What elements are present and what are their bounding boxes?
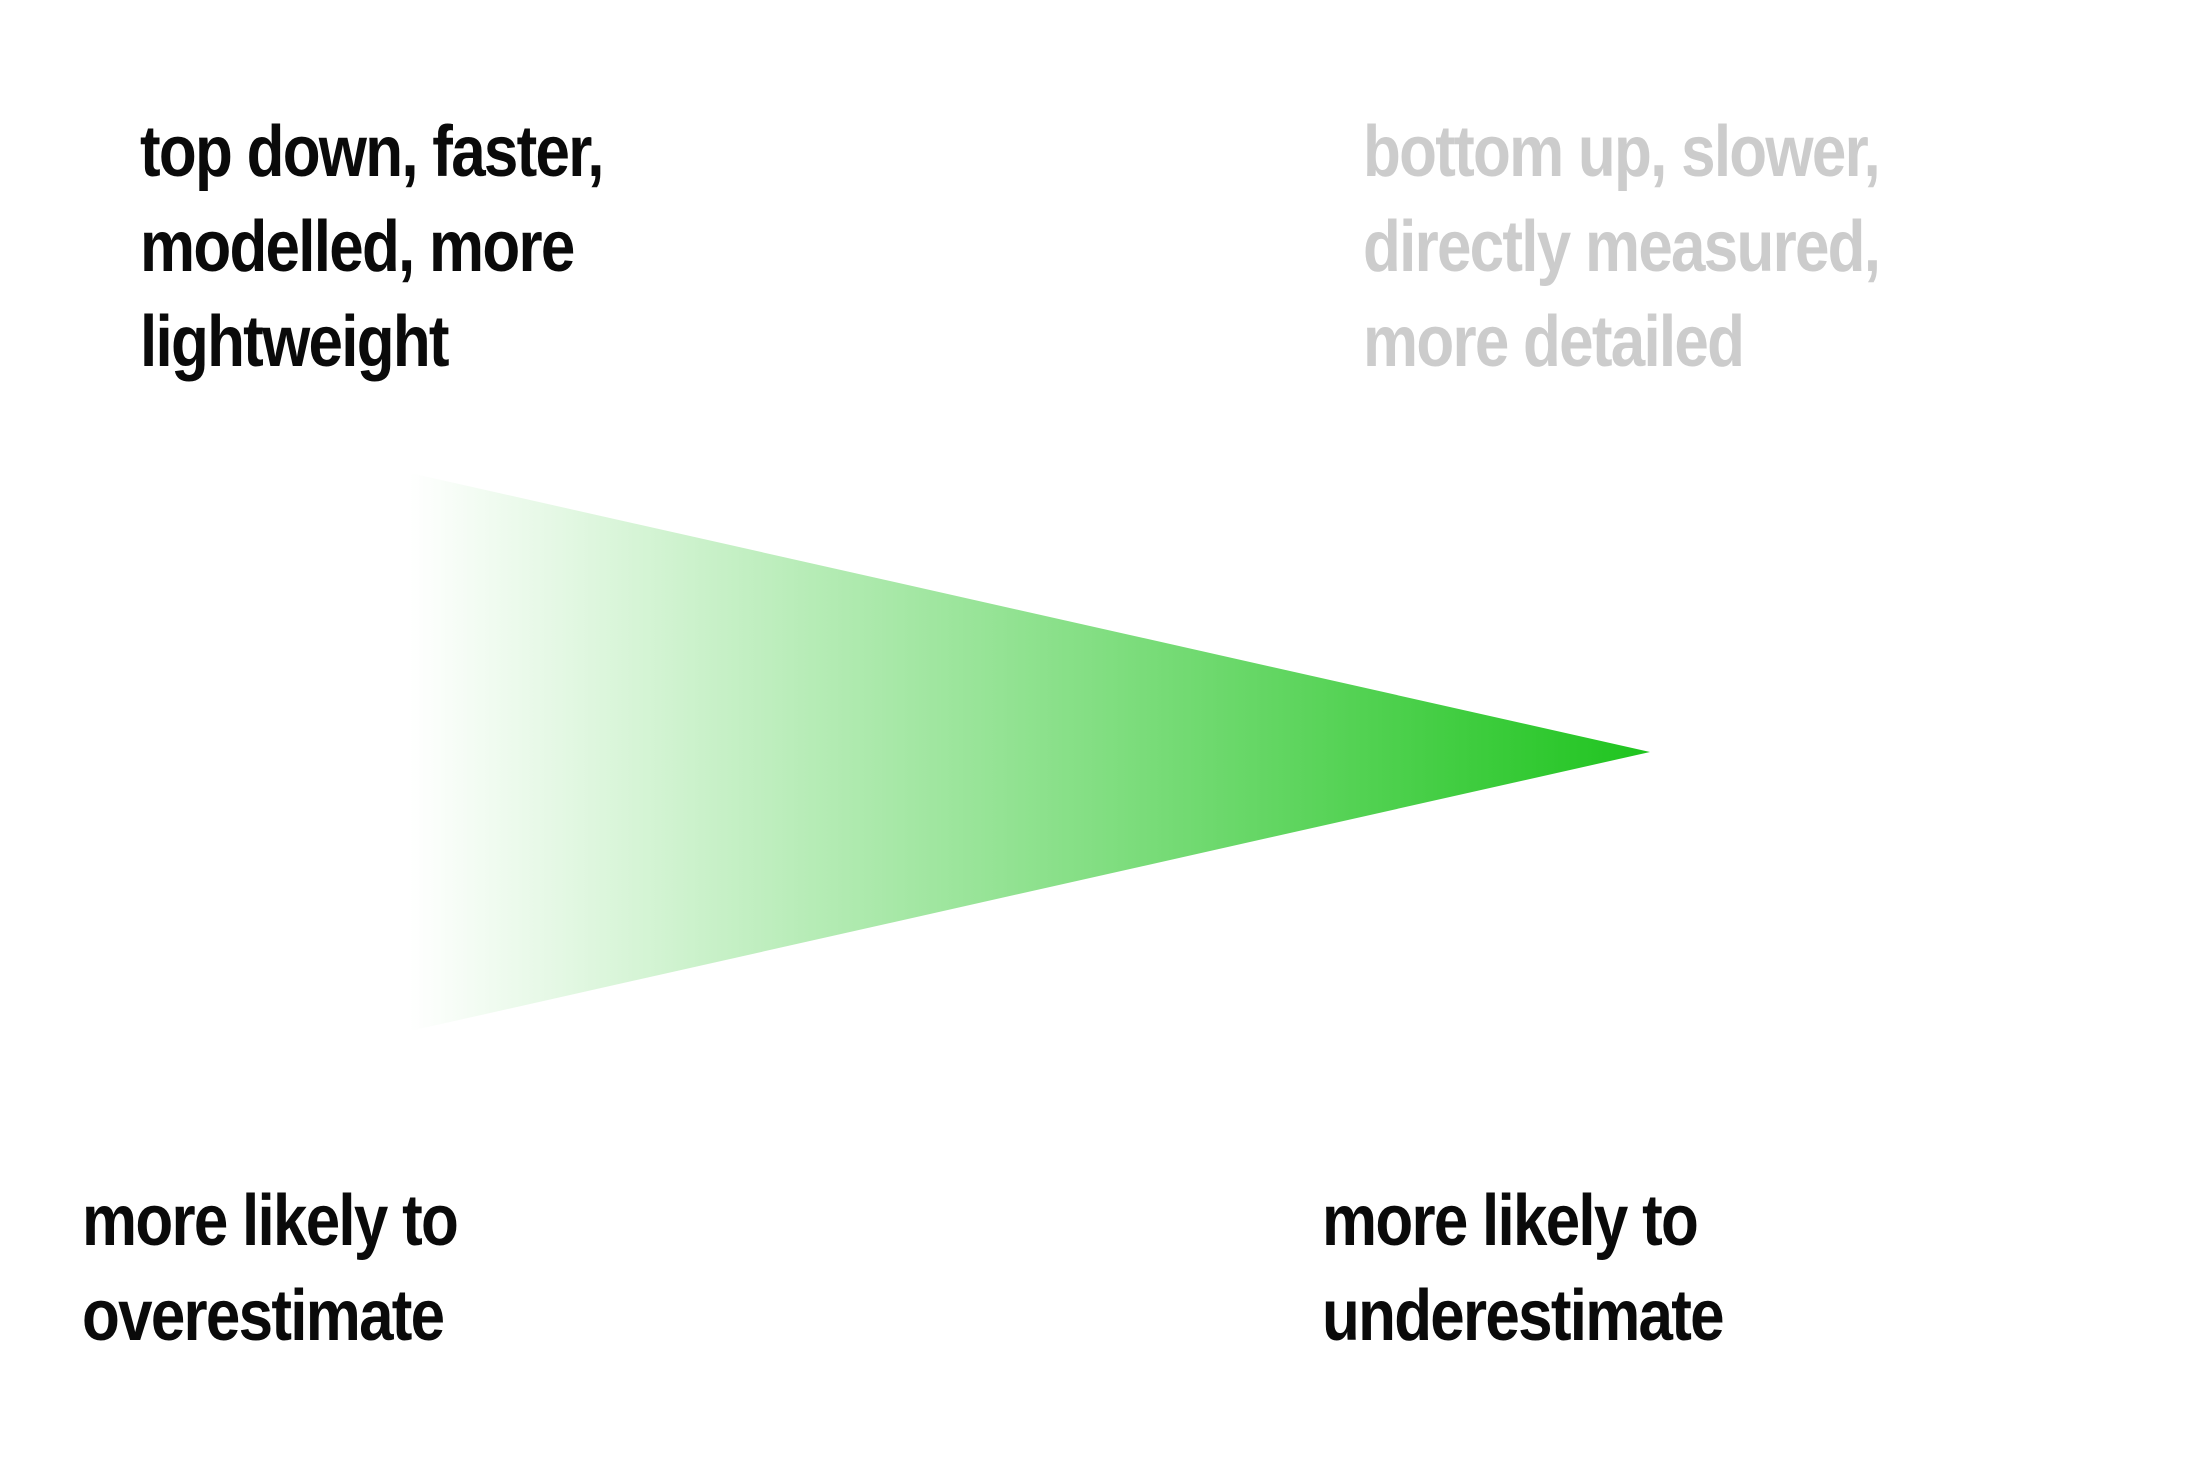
bottom-up-approach-label: bottom up, slower, directly measured, mo… [1363,112,1881,382]
top-down-approach-label: top down, faster, modelled, more lightwe… [140,112,604,382]
funnel-triangle [410,473,1650,1031]
underestimate-label: more likely to underestimate [1322,1181,1725,1356]
overestimate-label: more likely to overestimate [82,1181,459,1356]
